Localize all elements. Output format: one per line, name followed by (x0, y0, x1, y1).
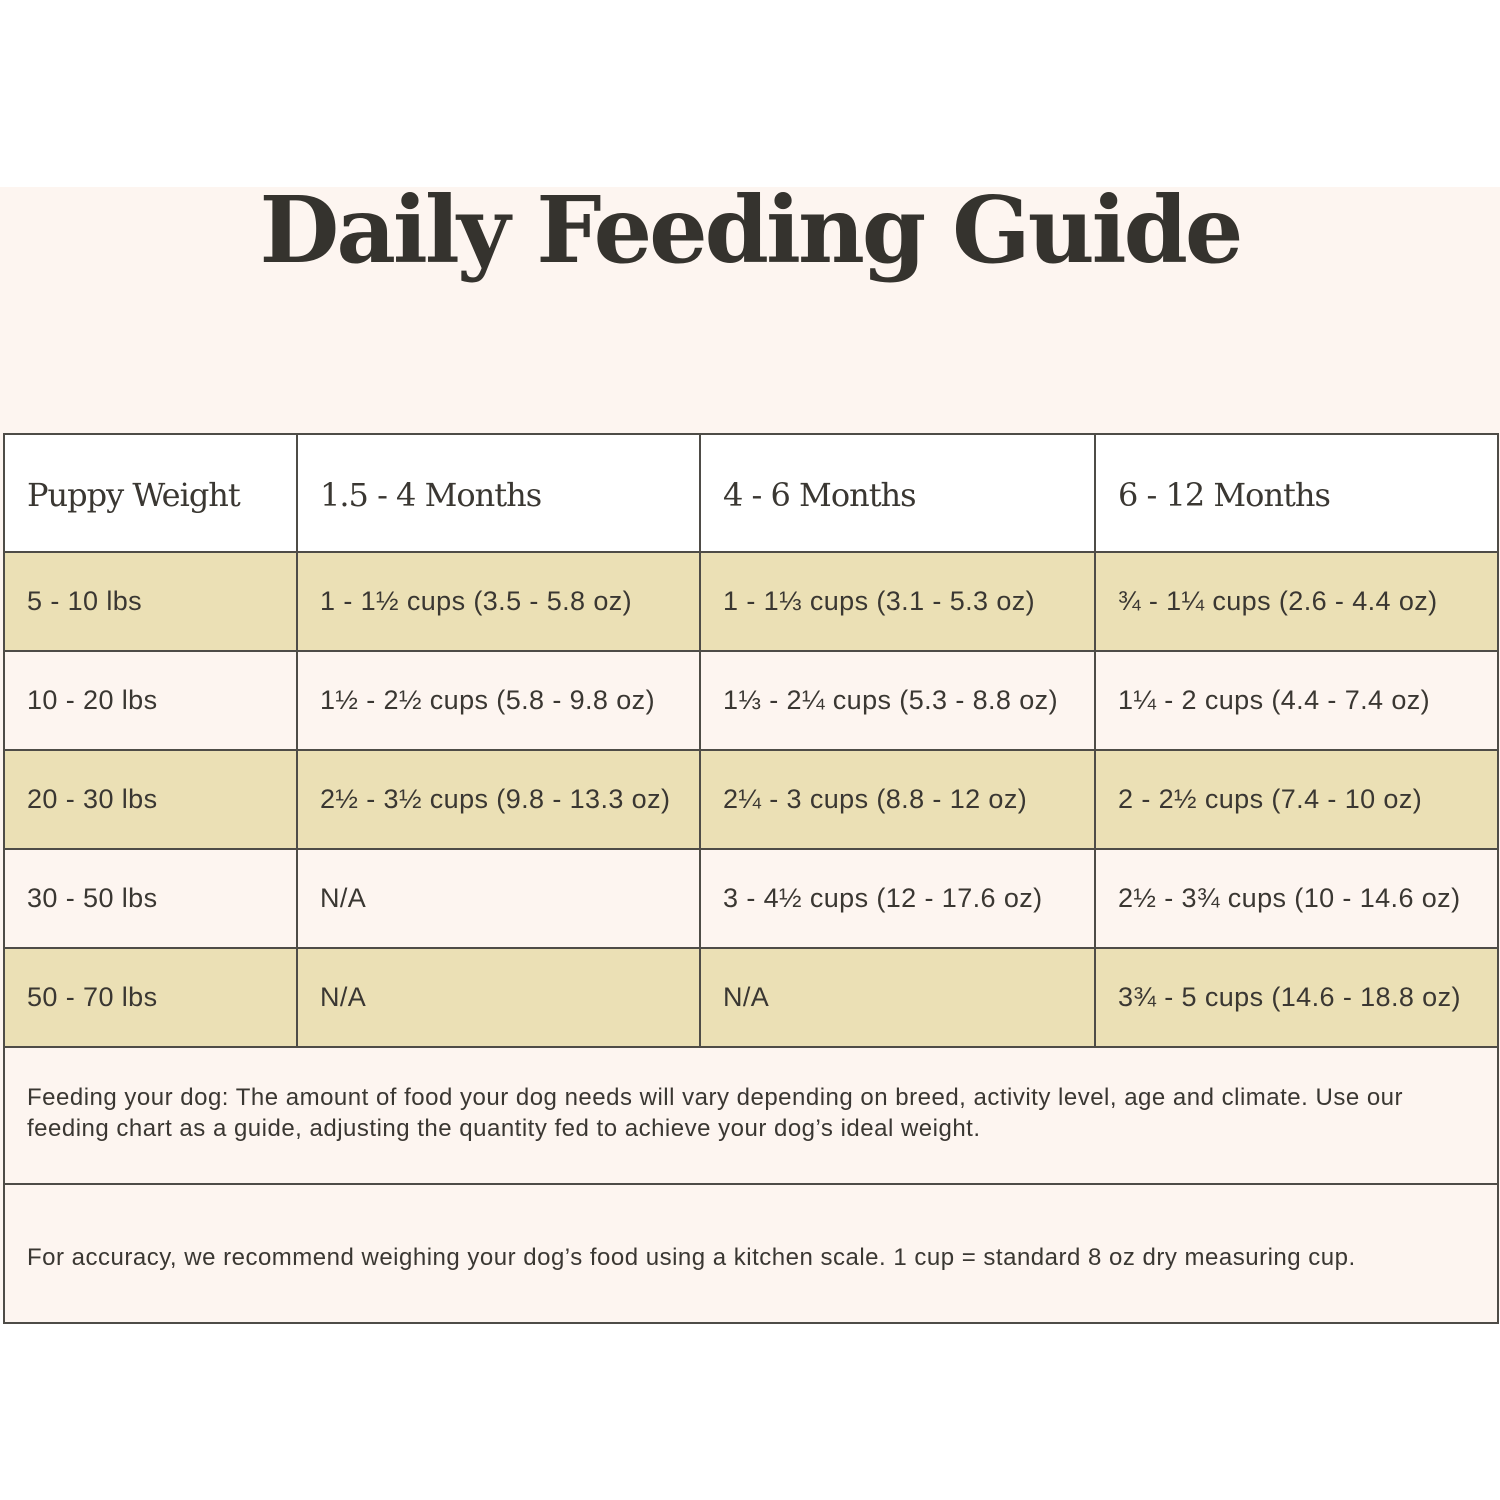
header-puppy-weight: Puppy Weight (3, 433, 298, 553)
amount-cell: 1 - 1⅓ cups (3.1 - 5.3 oz) (699, 551, 1096, 652)
amount-cell: 3 - 4½ cups (12 - 17.6 oz) (699, 848, 1096, 949)
accuracy-note-row: For accuracy, we recommend weighing your… (3, 1183, 1499, 1324)
table-row: 50 - 70 lbs N/A N/A 3¾ - 5 cups (14.6 - … (3, 947, 1499, 1048)
table-row: 10 - 20 lbs 1½ - 2½ cups (5.8 - 9.8 oz) … (3, 650, 1499, 751)
amount-cell: 2½ - 3½ cups (9.8 - 13.3 oz) (296, 749, 701, 850)
amount-cell: N/A (296, 947, 701, 1048)
amount-cell: 2 - 2½ cups (7.4 - 10 oz) (1094, 749, 1499, 850)
table-row: 30 - 50 lbs N/A 3 - 4½ cups (12 - 17.6 o… (3, 848, 1499, 949)
feeding-note-row: Feeding your dog: The amount of food you… (3, 1046, 1499, 1185)
amount-cell: 2¼ - 3 cups (8.8 - 12 oz) (699, 749, 1096, 850)
header-6-12-months: 6 - 12 Months (1094, 433, 1499, 553)
amount-cell: ¾ - 1¼ cups (2.6 - 4.4 oz) (1094, 551, 1499, 652)
accuracy-note: For accuracy, we recommend weighing your… (3, 1183, 1499, 1324)
feeding-table: Puppy Weight 1.5 - 4 Months 4 - 6 Months… (3, 433, 1499, 1324)
table-row: 20 - 30 lbs 2½ - 3½ cups (9.8 - 13.3 oz)… (3, 749, 1499, 850)
weight-cell: 50 - 70 lbs (3, 947, 298, 1048)
table-row: 5 - 10 lbs 1 - 1½ cups (3.5 - 5.8 oz) 1 … (3, 551, 1499, 652)
header-4-6-months: 4 - 6 Months (699, 433, 1096, 553)
amount-cell: N/A (296, 848, 701, 949)
weight-cell: 30 - 50 lbs (3, 848, 298, 949)
weight-cell: 20 - 30 lbs (3, 749, 298, 850)
amount-cell: 3¾ - 5 cups (14.6 - 18.8 oz) (1094, 947, 1499, 1048)
table-header-row: Puppy Weight 1.5 - 4 Months 4 - 6 Months… (3, 433, 1499, 553)
amount-cell: 2½ - 3¾ cups (10 - 14.6 oz) (1094, 848, 1499, 949)
weight-cell: 5 - 10 lbs (3, 551, 298, 652)
page-title: Daily Feeding Guide (259, 176, 1244, 284)
amount-cell: N/A (699, 947, 1096, 1048)
header-1-5-4-months: 1.5 - 4 Months (296, 433, 701, 553)
amount-cell: 1¼ - 2 cups (4.4 - 7.4 oz) (1094, 650, 1499, 751)
weight-cell: 10 - 20 lbs (3, 650, 298, 751)
amount-cell: 1⅓ - 2¼ cups (5.3 - 8.8 oz) (699, 650, 1096, 751)
amount-cell: 1 - 1½ cups (3.5 - 5.8 oz) (296, 551, 701, 652)
amount-cell: 1½ - 2½ cups (5.8 - 9.8 oz) (296, 650, 701, 751)
feeding-note: Feeding your dog: The amount of food you… (3, 1046, 1499, 1185)
